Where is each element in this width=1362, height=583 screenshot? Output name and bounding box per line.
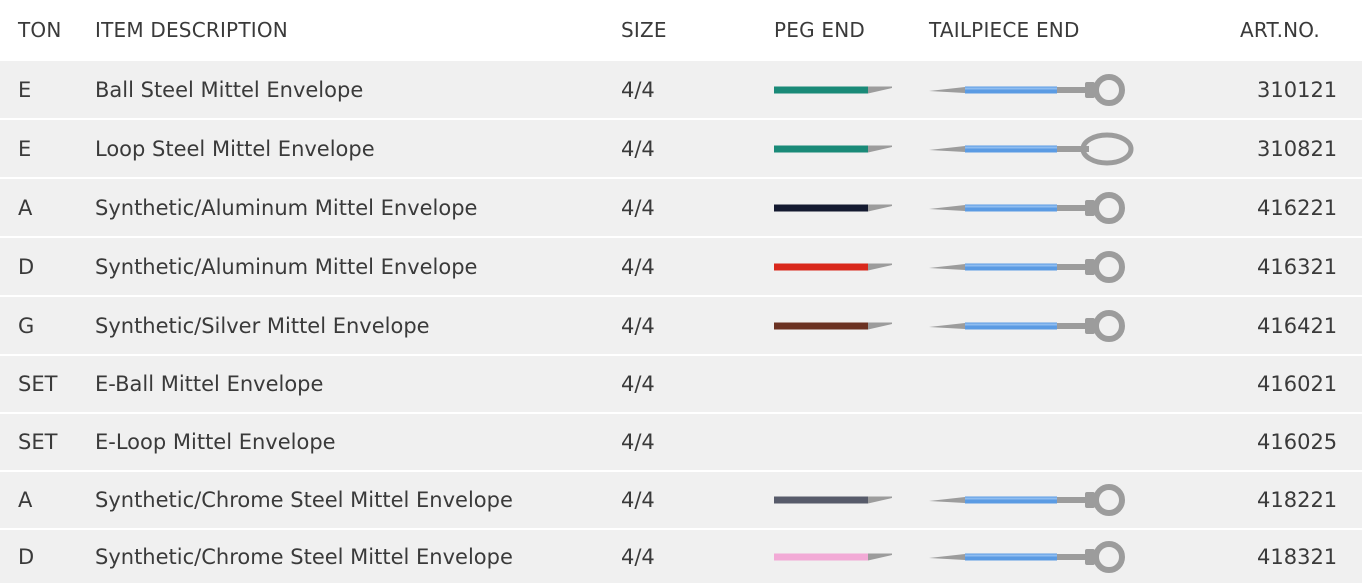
peg-end-cell — [774, 472, 894, 528]
ton-cell: E — [18, 136, 32, 161]
ton-cell: G — [18, 313, 35, 338]
ton-cell: SET — [18, 430, 58, 454]
ball-icon — [929, 191, 1125, 224]
ton-cell: E — [18, 77, 32, 102]
table-row: SET E-Ball Mittel Envelope 4/4 416021 — [0, 354, 1362, 412]
art-no-cell: 416421 — [1257, 313, 1338, 338]
table-header: TON ITEM DESCRIPTION SIZE PEG END TAILPI… — [0, 0, 1362, 59]
ball-icon — [929, 73, 1125, 106]
peg-end-cell — [774, 238, 894, 295]
peg-end-icon — [774, 496, 892, 504]
art-no-cell: 310121 — [1257, 77, 1338, 102]
peg-end-cell — [774, 179, 894, 236]
tailpiece-end-cell — [929, 238, 1139, 295]
ton-cell: A — [18, 488, 33, 512]
peg-end-cell — [774, 530, 894, 583]
table-row: A Synthetic/Aluminum Mittel Envelope 4/4 41… — [0, 177, 1362, 236]
size-cell: 4/4 — [621, 195, 655, 220]
header-peg-end: PEG END — [774, 17, 865, 42]
header-tailpiece-end: TAILPIECE END — [929, 17, 1080, 42]
art-no-cell: 416025 — [1257, 430, 1338, 454]
tailpiece-end-cell — [929, 61, 1139, 118]
table-row: D Synthetic/Aluminum Mittel Envelope 4/4 41… — [0, 236, 1362, 295]
tailpiece-end-cell — [929, 472, 1139, 528]
tailpiece-end-cell — [929, 120, 1139, 177]
art-no-cell: 416321 — [1257, 254, 1338, 279]
size-cell: 4/4 — [621, 544, 655, 569]
art-no-cell: 418321 — [1257, 544, 1338, 569]
header-ton: TON — [18, 17, 62, 42]
size-cell: 4/4 — [621, 254, 655, 279]
size-cell: 4/4 — [621, 488, 655, 512]
peg-end-icon — [774, 553, 892, 560]
description-cell: Synthetic/Silver Mittel Envelope — [95, 313, 430, 338]
description-cell: E-Loop Mittel Envelope — [95, 430, 336, 454]
size-cell: 4/4 — [621, 77, 655, 102]
table-row: A Synthetic/Chrome Steel Mittel Envelope 4… — [0, 470, 1362, 528]
art-no-cell: 418221 — [1257, 488, 1338, 512]
art-no-cell: 310821 — [1257, 136, 1338, 161]
art-no-cell: 416021 — [1257, 372, 1338, 396]
tailpiece-end-cell — [929, 297, 1139, 354]
ton-cell: D — [18, 254, 35, 279]
peg-end-cell — [774, 120, 894, 177]
peg-end-icon — [774, 86, 892, 93]
ton-cell: A — [18, 195, 33, 220]
ball-icon — [929, 309, 1125, 342]
peg-end-icon — [774, 204, 892, 211]
ton-cell: SET — [18, 372, 58, 396]
ball-icon — [929, 484, 1125, 516]
tailpiece-end-cell — [929, 179, 1139, 236]
peg-end-icon — [774, 263, 892, 270]
size-cell: 4/4 — [621, 372, 655, 396]
ball-icon — [929, 540, 1125, 573]
tailpiece-end-cell — [929, 530, 1139, 583]
peg-end-icon — [774, 322, 892, 329]
header-art-no: ART.NO. — [1240, 17, 1320, 42]
peg-end-icon — [774, 145, 892, 152]
table-row: E Loop Steel Mittel Envelope 4/4 310821 — [0, 118, 1362, 177]
peg-end-cell — [774, 297, 894, 354]
description-cell: Synthetic/Aluminum Mittel Envelope — [95, 195, 478, 220]
ton-cell: D — [18, 544, 35, 569]
header-description: ITEM DESCRIPTION — [95, 17, 288, 42]
table-row: SET E-Loop Mittel Envelope 4/4 416025 — [0, 412, 1362, 470]
header-size: SIZE — [621, 17, 667, 42]
description-cell: Loop Steel Mittel Envelope — [95, 136, 375, 161]
table-row: E Ball Steel Mittel Envelope 4/4 310121 — [0, 59, 1362, 118]
description-cell: Synthetic/Chrome Steel Mittel Envelope — [95, 488, 513, 512]
size-cell: 4/4 — [621, 136, 655, 161]
table-row: D Synthetic/Chrome Steel Mittel Envelope 4… — [0, 528, 1362, 583]
description-cell: Ball Steel Mittel Envelope — [95, 77, 364, 102]
description-cell: Synthetic/Aluminum Mittel Envelope — [95, 254, 478, 279]
art-no-cell: 416221 — [1257, 195, 1338, 220]
ball-icon — [929, 250, 1125, 283]
size-cell: 4/4 — [621, 430, 655, 454]
description-cell: E-Ball Mittel Envelope — [95, 372, 324, 396]
loop-icon — [929, 132, 1134, 165]
description-cell: Synthetic/Chrome Steel Mittel Envelope — [95, 544, 513, 569]
size-cell: 4/4 — [621, 313, 655, 338]
table-row: G Synthetic/Silver Mittel Envelope 4/4 4164… — [0, 295, 1362, 354]
peg-end-cell — [774, 61, 894, 118]
